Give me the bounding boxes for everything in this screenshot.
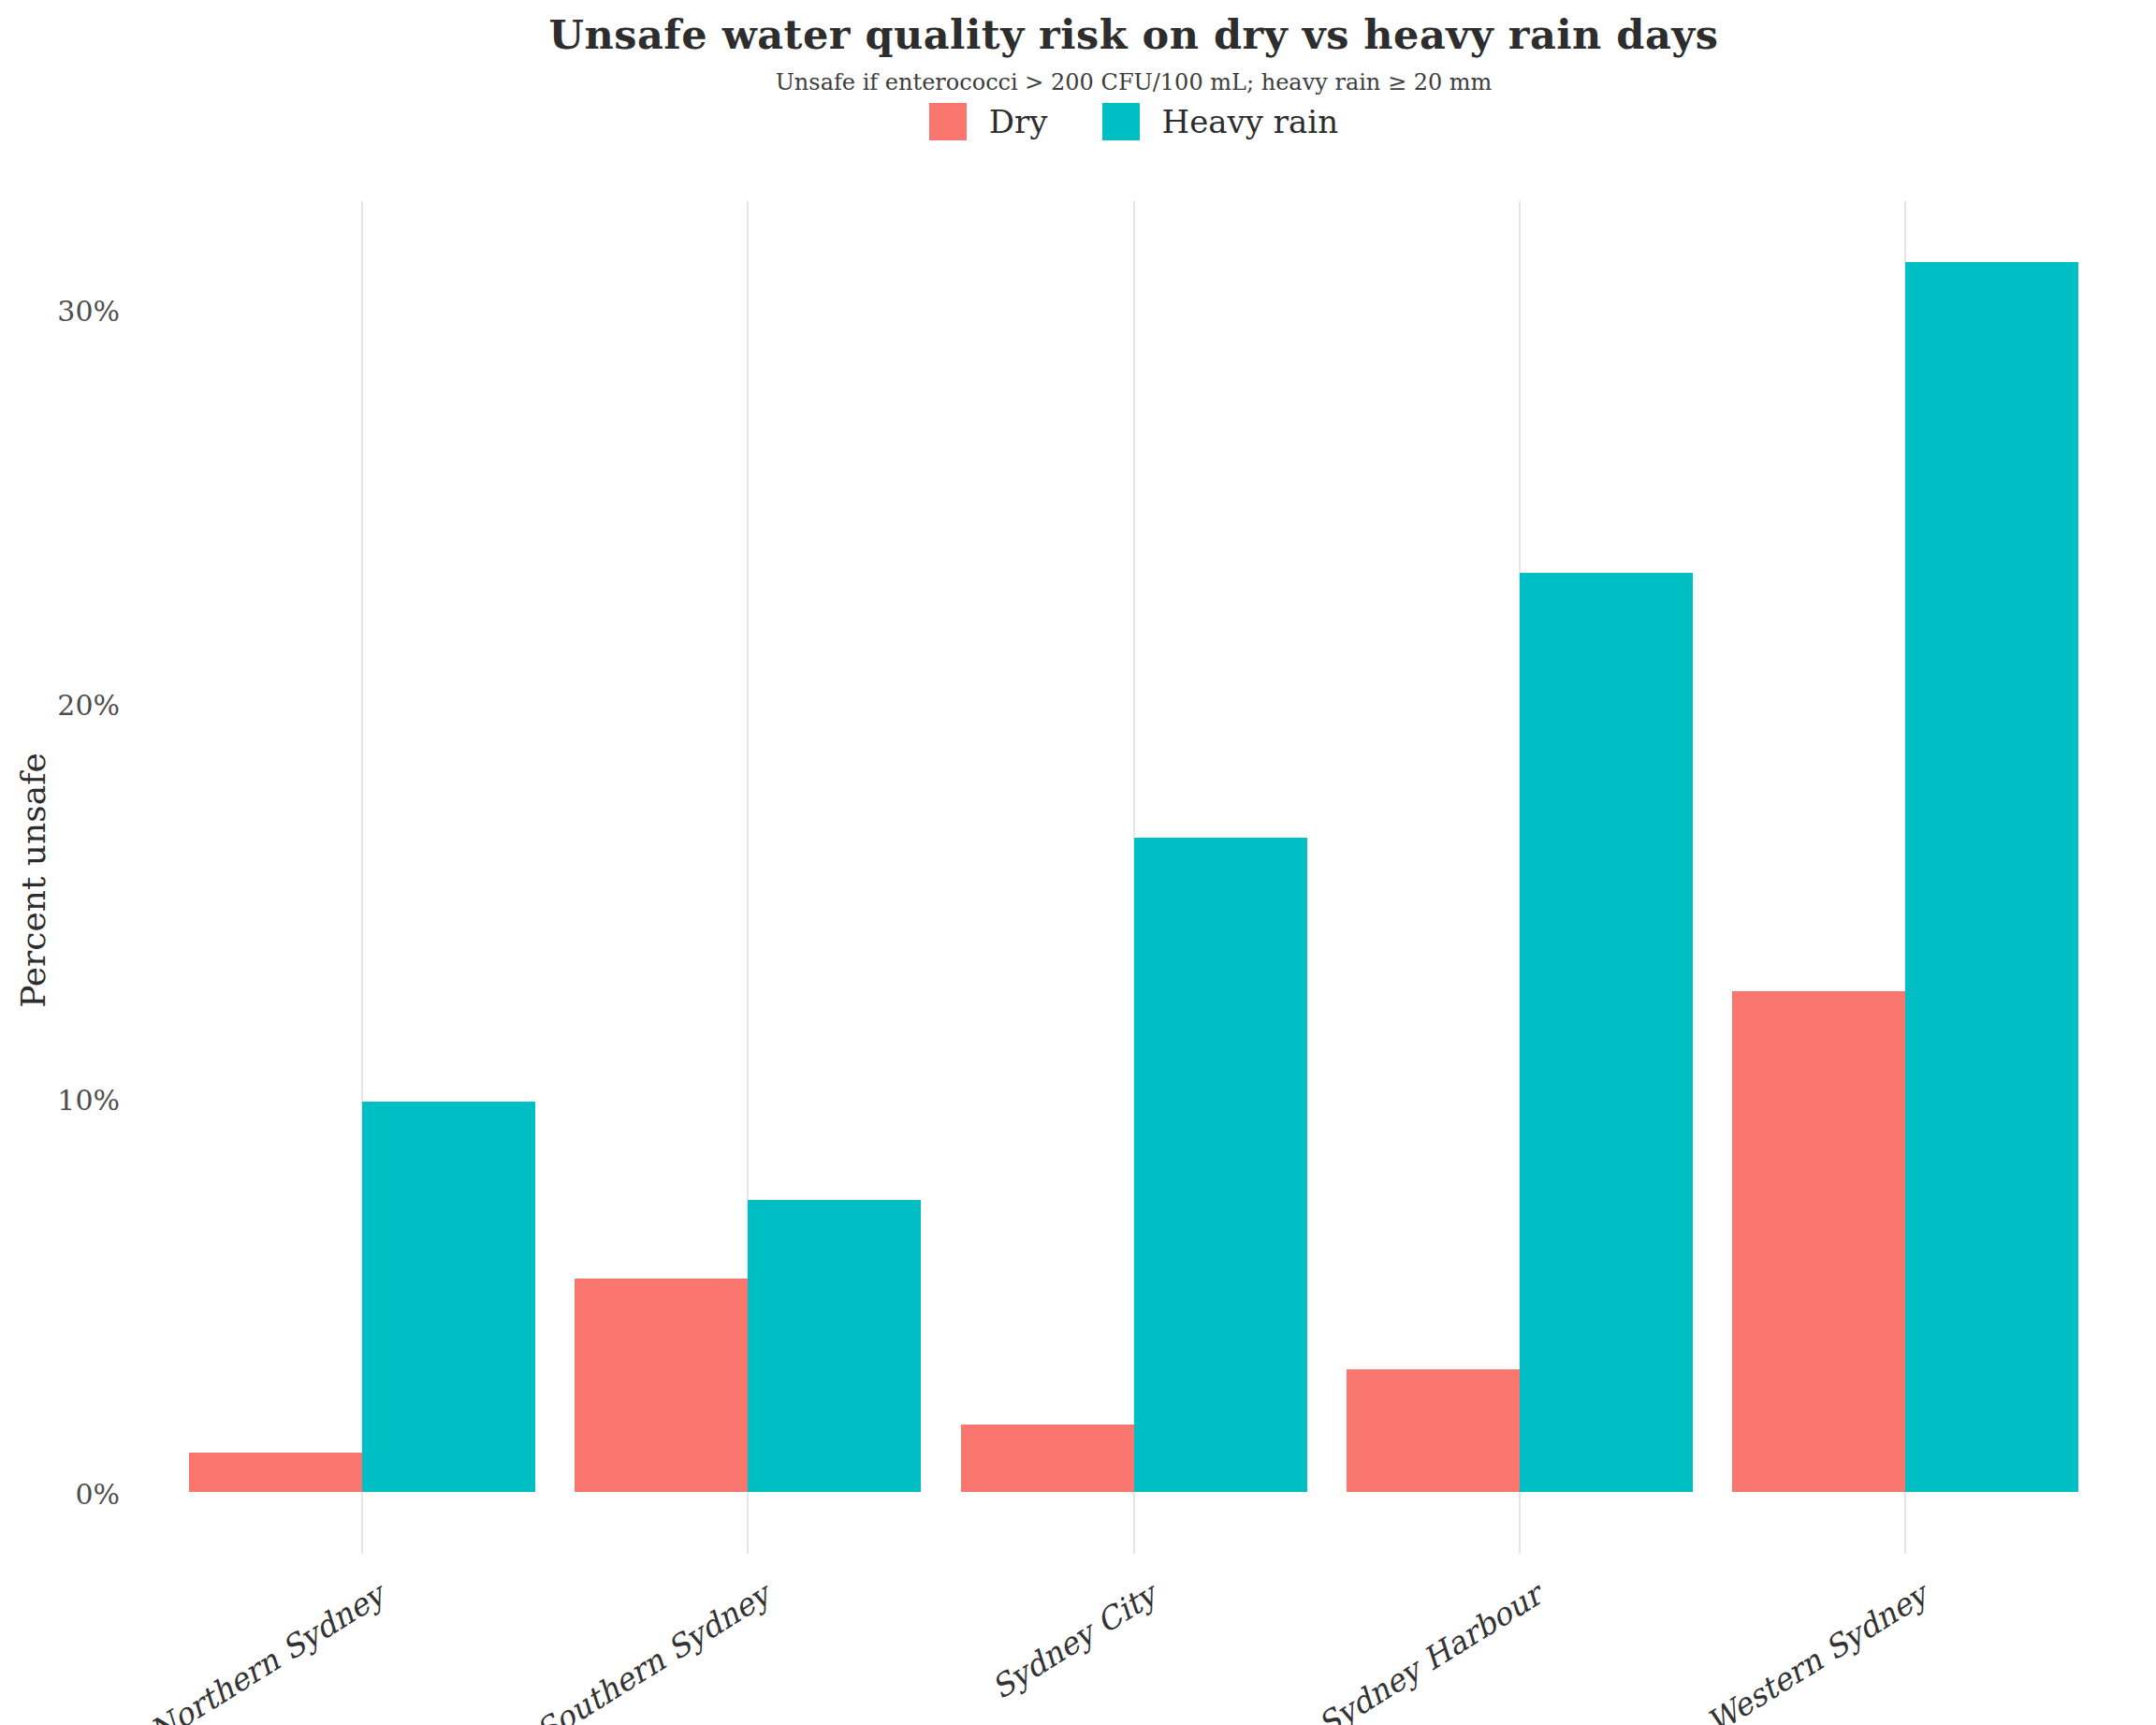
- bar-dry-sydney-harbour: [1347, 1369, 1520, 1492]
- bar-heavy-rain-southern-sydney: [748, 1200, 921, 1492]
- bar-heavy-rain-sydney-city: [1134, 838, 1307, 1492]
- x-label-western-sydney: Western Sydney: [1581, 1576, 1934, 1725]
- bar-dry-northern-sydney: [189, 1453, 362, 1492]
- bar-heavy-rain-western-sydney: [1905, 262, 2078, 1492]
- y-tick-30: 30%: [17, 295, 120, 328]
- y-tick-20: 20%: [17, 689, 120, 722]
- x-label-southern-sydney: Southern Sydney: [424, 1576, 777, 1725]
- bar-dry-sydney-city: [961, 1425, 1134, 1492]
- x-label-sydney-harbour: Sydney Harbour: [1196, 1576, 1549, 1725]
- bar-dry-southern-sydney: [575, 1279, 748, 1492]
- bar-chart-figure: Unsafe water quality risk on dry vs heav…: [0, 0, 2156, 1725]
- y-tick-10: 10%: [17, 1083, 120, 1116]
- bar-heavy-rain-northern-sydney: [362, 1102, 535, 1492]
- x-label-sydney-city: Sydney City: [809, 1576, 1162, 1725]
- bar-dry-western-sydney: [1732, 991, 1905, 1492]
- bar-heavy-rain-sydney-harbour: [1520, 573, 1693, 1492]
- y-tick-0: 0%: [17, 1478, 120, 1511]
- x-label-northern-sydney: Northern Sydney: [38, 1576, 391, 1725]
- plot-panel: 0% 10% 20% 30% Northern SydneySouthern Sydne…: [0, 0, 2156, 1725]
